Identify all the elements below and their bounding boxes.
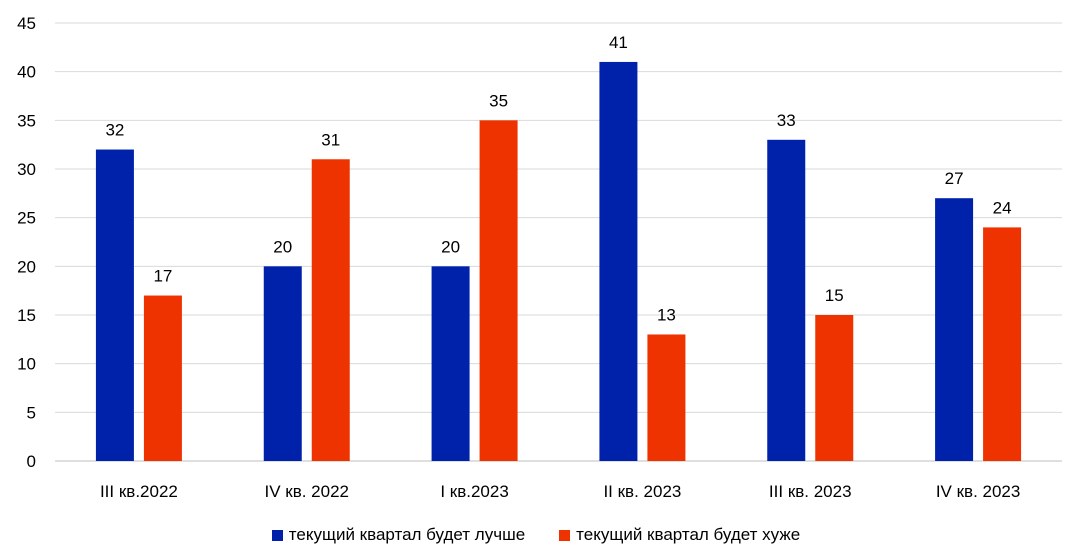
legend-label-worse: текущий квартал будет хуже	[576, 525, 801, 544]
y-tick-label: 45	[17, 14, 36, 33]
data-label: 20	[441, 237, 460, 256]
data-label: 20	[273, 237, 292, 256]
data-label: 31	[321, 130, 340, 149]
x-tick-label: II кв. 2023	[603, 482, 681, 501]
bar	[431, 266, 470, 461]
data-label: 41	[609, 33, 628, 52]
bar	[815, 315, 854, 461]
bar	[767, 139, 806, 462]
y-tick-label: 0	[27, 452, 36, 471]
x-tick-label: I кв.2023	[440, 482, 508, 501]
data-label: 33	[777, 111, 796, 130]
y-tick-label: 15	[17, 306, 36, 325]
bar	[479, 120, 518, 461]
data-labels: 32 17 20 31 20 35 41 13 33 15 27 24	[105, 33, 1011, 325]
y-tick-label: 20	[17, 257, 36, 276]
y-tick-label: 40	[17, 63, 36, 82]
bar	[311, 159, 350, 461]
x-tick-label: IV кв. 2023	[936, 482, 1021, 501]
bar	[263, 266, 302, 461]
bar	[143, 295, 182, 461]
bar	[983, 227, 1022, 461]
data-label: 32	[105, 121, 124, 140]
x-axis: III кв.2022 IV кв. 2022 I кв.2023 II кв. 20…	[100, 482, 1020, 501]
legend-label-better: текущий квартал будет лучше	[288, 525, 526, 544]
gridlines	[55, 22, 1062, 462]
legend-swatch-better	[271, 529, 283, 541]
legend-item-worse: текущий квартал будет хуже	[559, 525, 800, 545]
y-tick-label: 25	[17, 209, 36, 228]
bar	[647, 334, 686, 461]
x-tick-label: IV кв. 2022	[264, 482, 349, 501]
data-label: 17	[153, 267, 172, 286]
data-label: 13	[657, 305, 676, 324]
x-tick-label: III кв. 2023	[769, 482, 852, 501]
y-tick-label: 30	[17, 160, 36, 179]
bars	[95, 61, 1022, 462]
legend-item-better: текущий квартал будет лучше	[271, 525, 526, 545]
bar	[599, 61, 638, 461]
bar-chart: 0 5 10 15 20 25 30 35 40 45 32 17 20 31 20 35 41 13 33 15 2…	[17, 14, 1062, 501]
legend: текущий квартал будет лучше текущий квар…	[0, 525, 1072, 545]
y-tick-label: 5	[27, 403, 36, 422]
data-label: 24	[993, 198, 1012, 217]
x-tick-label: III кв.2022	[100, 482, 178, 501]
legend-swatch-worse	[559, 529, 571, 541]
bar	[935, 198, 974, 461]
y-tick-label: 35	[17, 111, 36, 130]
bar	[95, 149, 134, 462]
data-label: 35	[489, 91, 508, 110]
data-label: 27	[945, 169, 964, 188]
data-label: 15	[825, 286, 844, 305]
y-tick-label: 10	[17, 355, 36, 374]
y-axis: 0 5 10 15 20 25 30 35 40 45	[17, 14, 36, 471]
